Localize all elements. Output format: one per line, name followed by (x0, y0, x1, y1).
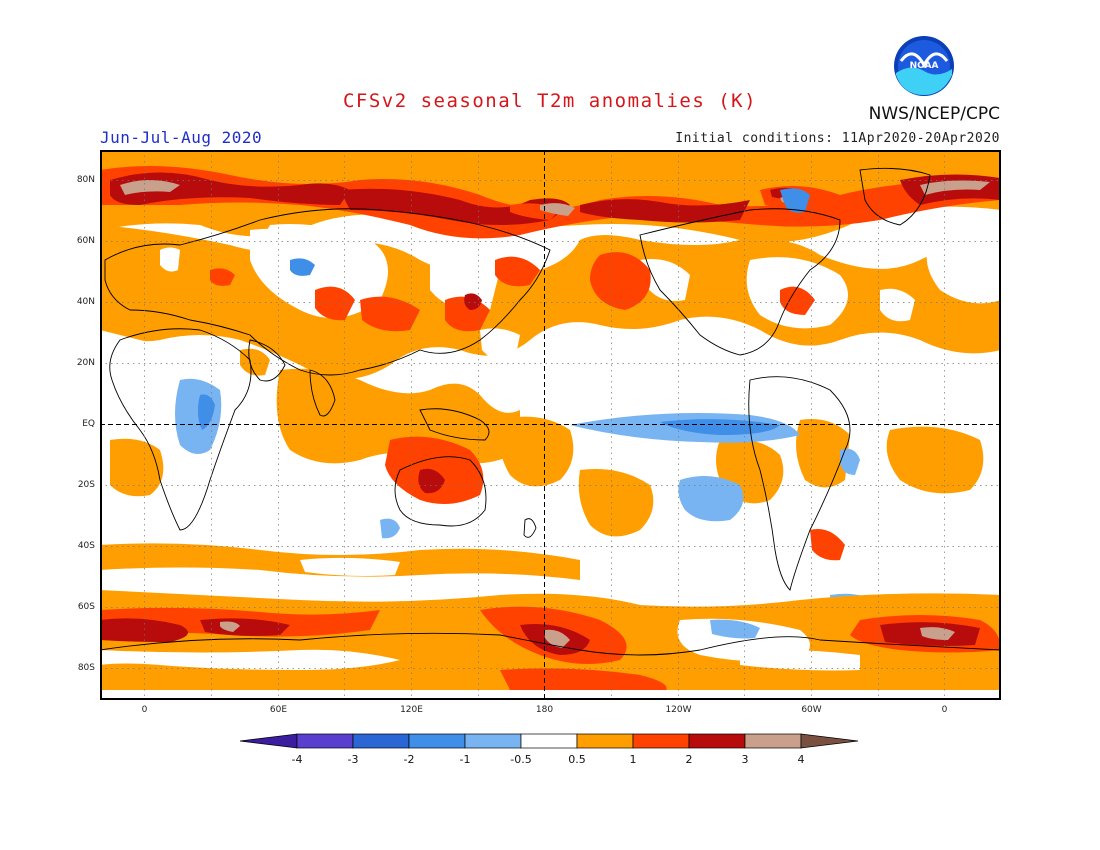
colorbar-label: 4 (798, 753, 805, 766)
colorbar-label: -4 (292, 753, 303, 766)
australia-coastline (394, 456, 487, 527)
colorbar-cell (240, 733, 298, 749)
longitude-label: 0 (141, 705, 148, 715)
coastlines (100, 167, 1001, 656)
longitude-label: 60E (269, 705, 288, 715)
colorbar-label: -3 (348, 753, 359, 766)
india-coastline (309, 369, 336, 417)
colorbar-cell (744, 733, 802, 749)
colorbar: -4 -3 -2 -1 -0.5 0.5 1 2 3 4 (240, 733, 859, 766)
colorbar-cell (688, 733, 746, 749)
noaa-logo: NOAA (893, 35, 955, 97)
svg-text:NOAA: NOAA (910, 61, 939, 71)
south-america-coastline (748, 376, 851, 591)
longitude-label: 180 (535, 705, 554, 715)
colorbar-label: 2 (686, 753, 693, 766)
latitude-label: 20S (77, 479, 95, 490)
colorbar-cell (520, 733, 578, 749)
colorbar-cell (576, 733, 634, 749)
greenland-coastline (859, 167, 931, 226)
north-america-coastline (639, 208, 841, 356)
eurasia-coastline (104, 208, 551, 376)
arabia-coastline (248, 339, 286, 382)
agency-label: NWS/NCEP/CPC (868, 104, 1000, 124)
colorbar-cell (296, 733, 354, 749)
chart-title: CFSv2 seasonal T2m anomalies (K) (342, 90, 758, 112)
latitude-label: 20N (76, 357, 95, 368)
season-label: Jun-Jul-Aug 2020 (100, 128, 263, 147)
arctic-warm-band (100, 150, 1001, 243)
colorbar-label: 3 (742, 753, 749, 766)
latitude-label: 40N (76, 296, 95, 307)
colorbar-label: 1 (630, 753, 637, 766)
longitude-label: 120W (665, 705, 692, 715)
nh-warm-patches (100, 224, 1001, 414)
colorbar-cell (464, 733, 522, 749)
noaa-logo-icon: NOAA (894, 36, 954, 96)
colorbar-label: -2 (404, 753, 415, 766)
longitude-label: 60W (801, 705, 822, 715)
antarctica-coastline (100, 632, 1001, 656)
colorbar-label: 0.5 (568, 753, 586, 766)
longitude-label: 0 (941, 705, 948, 715)
new-zealand-coastline (523, 518, 537, 538)
longitude-label: 120E (400, 705, 423, 715)
colorbar-cell (800, 733, 859, 749)
africa-coastline (109, 328, 252, 531)
anomaly-map (100, 150, 1001, 700)
latitude-label: EQ (82, 418, 95, 429)
latitude-label: 40S (77, 540, 95, 551)
latitude-label: 60N (76, 235, 95, 246)
latitude-label: 80S (77, 662, 95, 673)
latitude-label: 60S (77, 601, 95, 612)
colorbar-cell (352, 733, 410, 749)
indonesia-coastline (419, 408, 490, 441)
initial-conditions-label: Initial conditions: 11Apr2020-20Apr2020 (675, 131, 1000, 146)
map-frame (100, 150, 1001, 700)
colorbar-cell (632, 733, 690, 749)
colorbar-label: -0.5 (510, 753, 531, 766)
colorbar-cell (408, 733, 466, 749)
latitude-label: 80N (76, 174, 95, 185)
colorbar-label: -1 (460, 753, 471, 766)
